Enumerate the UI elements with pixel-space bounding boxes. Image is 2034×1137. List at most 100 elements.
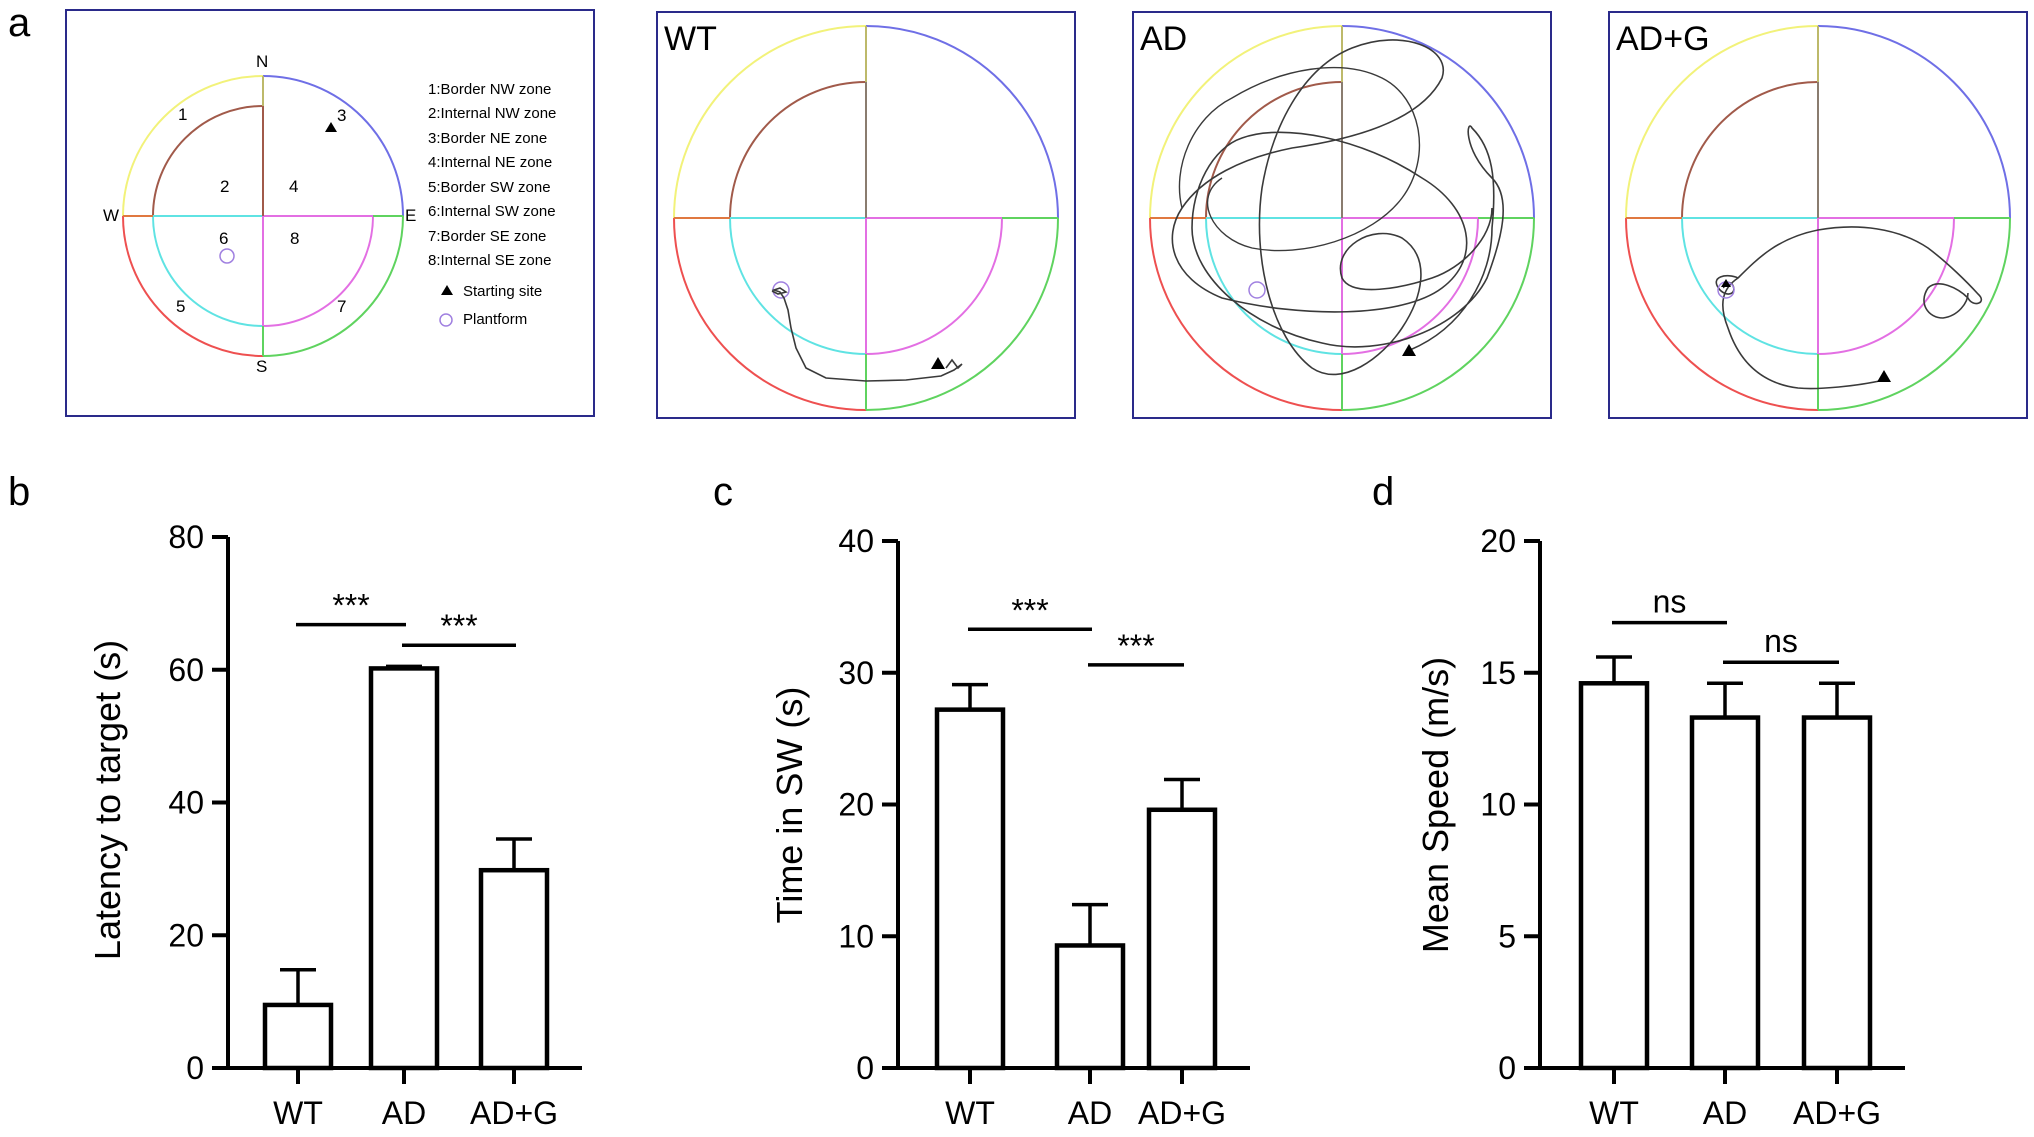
maze-ad-se-inner <box>1341 217 1479 355</box>
panel-label-c: c <box>713 470 733 514</box>
zone-num-5: 5 <box>176 297 185 316</box>
maze-adg-start-icon <box>1877 370 1891 382</box>
time-in-sw-bar <box>1054 943 1126 1071</box>
zone-num-4: 4 <box>289 177 298 196</box>
zone-ne-border-arc <box>262 75 404 217</box>
latency-bar <box>368 666 440 1071</box>
maze-wt-start-icon <box>931 357 945 369</box>
time-in-sw-y-tick-label: 40 <box>838 523 874 559</box>
mean-speed-category-label: WT <box>1589 1095 1639 1131</box>
latency-category-label: WT <box>273 1095 323 1131</box>
compass-e: E <box>405 206 416 225</box>
latency-category-label: AD+G <box>470 1095 558 1131</box>
maze-ad-nw-inner <box>1205 81 1343 219</box>
maze-wt-se-inner <box>865 217 1003 355</box>
legend-item-4: 4:Internal NE zone <box>428 154 552 171</box>
latency-bar <box>262 1002 334 1071</box>
track-panel-adg: AD+G <box>1608 11 2028 419</box>
maze-ad-sw-arc <box>1149 217 1343 411</box>
maze-wt-se-arc <box>865 217 1059 411</box>
latency-y-label: Latency to target (s) <box>87 640 128 960</box>
maze-adg-sw-arc <box>1625 217 1819 411</box>
track-frame-ad <box>1132 11 1552 419</box>
track-frame-wt <box>656 11 1076 419</box>
legend-item-8: 8:Internal SE zone <box>428 252 551 269</box>
latency-y-tick-label: 80 <box>168 519 204 555</box>
zone-num-6: 6 <box>219 229 228 248</box>
mean-speed-y-label: Mean Speed (m/s) <box>1415 657 1456 953</box>
panel-label-b: b <box>8 470 30 514</box>
time-in-sw-y-label: Time in SW (s) <box>769 687 810 924</box>
maze-adg-se-inner <box>1817 217 1955 355</box>
maze-wt-swim-path <box>771 287 963 382</box>
zone-sw-border-arc <box>122 215 264 357</box>
maze-wt <box>673 25 1059 411</box>
maze-ad-platform-icon <box>1248 281 1266 299</box>
maze-wt-sw-inner <box>729 217 867 355</box>
latency-category-label: AD <box>382 1095 426 1131</box>
legend-starting-site: Starting site <box>463 283 542 300</box>
zone-map-panel: N E S W 1 2 3 4 5 6 7 8 1:Border NW zone… <box>65 9 595 417</box>
zone-num-8: 8 <box>290 229 299 248</box>
maze-wt-nw-arc <box>673 25 867 219</box>
maze-adg-nw-arc <box>1625 25 1819 219</box>
compass-s: S <box>256 357 267 376</box>
panel-label-a: a <box>8 1 31 45</box>
latency-significance-label: *** <box>332 588 369 624</box>
legend-item-2: 2:Internal NW zone <box>428 105 556 122</box>
time-in-sw-y-tick-label: 0 <box>856 1050 874 1086</box>
maze-wt-sw-arc <box>673 217 867 411</box>
legend-item-6: 6:Internal SW zone <box>428 203 556 220</box>
maze-ad-sw-inner <box>1205 217 1343 355</box>
track-title-ad: AD <box>1140 20 1187 58</box>
time-in-sw-y-tick-label: 20 <box>838 787 874 823</box>
mean-speed-bar <box>1578 681 1650 1071</box>
maze-adg-se-arc <box>1817 217 2011 411</box>
time-in-sw-bar <box>934 707 1006 1071</box>
maze-ad-swim-path <box>1171 39 1504 376</box>
maze-ad-swim-path-2 <box>1178 66 1421 252</box>
latency-significance-label: *** <box>440 608 477 644</box>
legend-item-5: 5:Border SW zone <box>428 179 551 196</box>
mean-speed-y-tick-label: 0 <box>1498 1050 1516 1086</box>
zone-num-1: 1 <box>178 105 187 124</box>
mean-speed-bar <box>1801 715 1873 1071</box>
zone-se-border-arc <box>262 215 404 357</box>
time-in-sw-significance-label: *** <box>1117 628 1154 664</box>
maze-adg <box>1625 25 2011 411</box>
maze-ad-nw-arc <box>1149 25 1343 219</box>
legend-platform-icon <box>439 313 453 327</box>
maze-wt-nw-inner <box>729 81 867 219</box>
maze-ad <box>1149 25 1535 411</box>
mean-speed-y-tick-label: 15 <box>1480 655 1516 691</box>
latency-y-tick-label: 20 <box>168 917 204 953</box>
zone-sw-internal-arc <box>152 215 264 327</box>
compass-n: N <box>256 52 268 71</box>
chart-latency: 0 20 40 60 80 Latency to target (s) WT AD AD+G **… <box>87 519 582 1131</box>
track-panel-wt: WT <box>656 11 1076 419</box>
mean-speed-y-tick-label: 10 <box>1480 787 1516 823</box>
maze-adg-sw-inner <box>1681 217 1819 355</box>
chart-mean-speed: 0 5 10 15 20 Mean Speed (m/s) WT AD AD+G ns ns <box>1415 523 1905 1131</box>
start-triangle-icon <box>325 122 337 132</box>
legend-start-triangle-icon <box>441 285 453 295</box>
latency-y-tick-label: 0 <box>186 1050 204 1086</box>
mean-speed-significance-label: ns <box>1764 623 1798 659</box>
platform-circle-icon <box>219 248 235 264</box>
maze-adg-ne-arc <box>1817 25 2011 219</box>
mean-speed-y-tick-label: 5 <box>1498 918 1516 954</box>
legend-item-7: 7:Border SE zone <box>428 228 546 245</box>
compass-w: W <box>103 206 119 225</box>
latency-y-tick-label: 60 <box>168 652 204 688</box>
time-in-sw-bar <box>1146 807 1218 1071</box>
zone-nw-internal-arc <box>152 105 264 217</box>
track-panel-ad: AD <box>1132 11 1552 419</box>
mean-speed-bar <box>1689 715 1761 1071</box>
maze-ad-ne-arc <box>1341 25 1535 219</box>
track-title-adg: AD+G <box>1616 20 1710 58</box>
zone-map-frame <box>65 9 595 417</box>
time-in-sw-category-label: AD <box>1068 1095 1112 1131</box>
time-in-sw-category-label: WT <box>945 1095 995 1131</box>
zone-num-7: 7 <box>337 297 346 316</box>
